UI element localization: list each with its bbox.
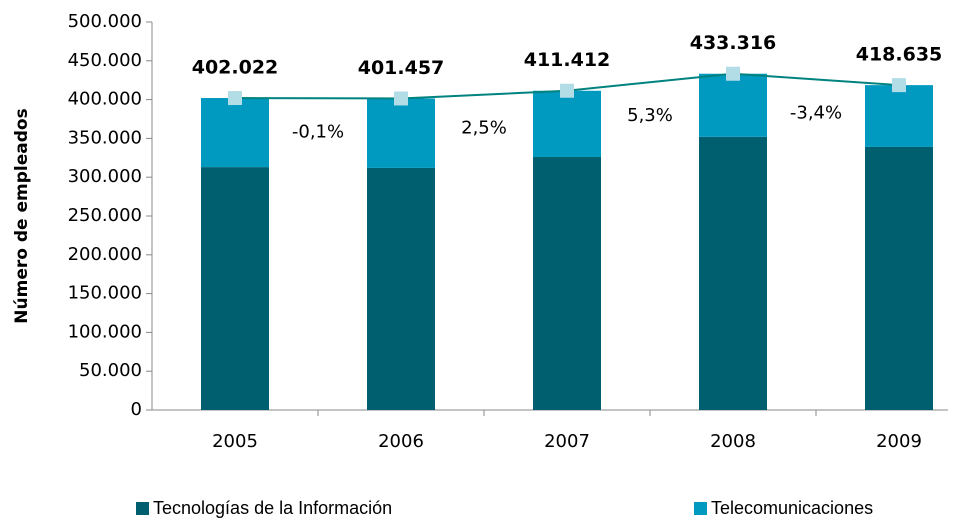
- y-tick-label: 350.000: [68, 127, 142, 148]
- data-label: 401.457: [358, 57, 445, 79]
- data-label: 433.316: [690, 32, 777, 54]
- y-tick-label: 100.000: [68, 321, 142, 342]
- y-axis-label: Número de empleados: [12, 108, 32, 323]
- bar-segment: [201, 98, 269, 168]
- x-tick-label: 2006: [378, 431, 424, 452]
- line-marker: [560, 83, 574, 98]
- line-marker: [228, 91, 242, 106]
- y-tick-label: 0: [131, 399, 142, 420]
- bar-segment: [533, 90, 601, 158]
- legend-swatch: [694, 502, 707, 515]
- data-label: 418.635: [856, 44, 943, 66]
- y-tick-label: 500.000: [68, 11, 142, 32]
- bar-segment: [699, 136, 767, 410]
- y-tick-label: 450.000: [68, 50, 142, 71]
- change-label: 5,3%: [627, 105, 673, 126]
- line-marker: [892, 78, 906, 93]
- bar-segment: [865, 146, 933, 410]
- legend-label: Tecnologías de la Información: [153, 498, 392, 518]
- bar-segment: [367, 98, 435, 168]
- data-label: 411.412: [524, 49, 611, 71]
- y-tick-label: 300.000: [68, 166, 142, 187]
- x-tick-label: 2007: [544, 431, 590, 452]
- x-tick-label: 2008: [710, 431, 756, 452]
- y-tick-label: 400.000: [68, 89, 142, 110]
- bar-segment: [367, 167, 435, 410]
- line-marker: [726, 66, 740, 81]
- bar-segment: [533, 157, 601, 410]
- legend-label: Telecomunicaciones: [711, 498, 873, 518]
- change-label: -3,4%: [790, 102, 842, 123]
- data-label: 402.022: [192, 57, 279, 79]
- bar-segment: [699, 73, 767, 137]
- bar-segment: [865, 85, 933, 147]
- y-tick-label: 150.000: [68, 283, 142, 304]
- y-tick-label: 250.000: [68, 205, 142, 226]
- y-tick-label: 200.000: [68, 244, 142, 265]
- legend-swatch: [136, 502, 149, 515]
- x-tick-label: 2005: [212, 431, 258, 452]
- change-label: 2,5%: [461, 118, 507, 139]
- x-tick-label: 2009: [876, 431, 922, 452]
- y-tick-label: 50.000: [79, 360, 142, 381]
- change-label: -0,1%: [292, 121, 344, 142]
- line-marker: [394, 91, 408, 106]
- bar-segment: [201, 167, 269, 410]
